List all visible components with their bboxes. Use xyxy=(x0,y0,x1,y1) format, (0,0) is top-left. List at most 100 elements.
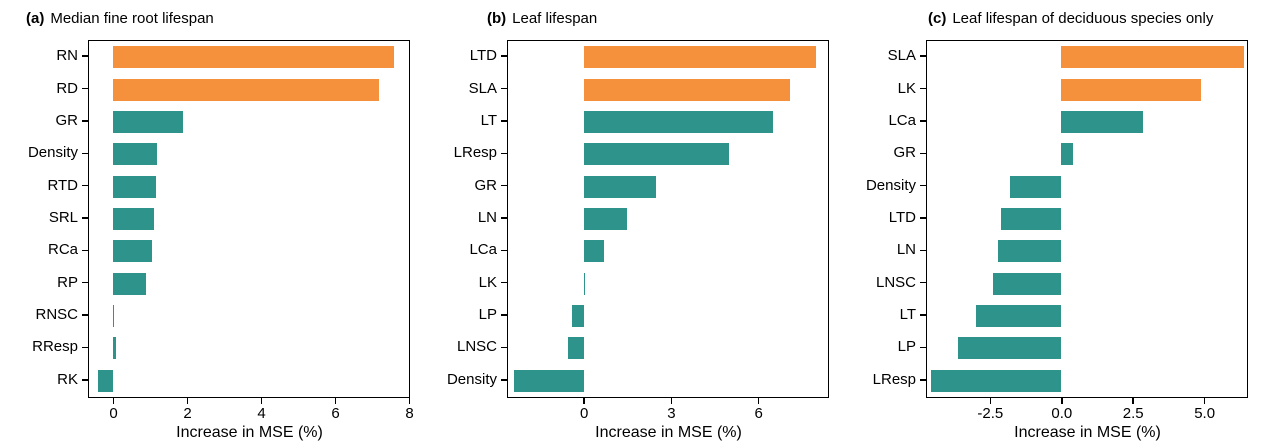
y-tick-label-LT: LT xyxy=(480,111,497,129)
y-tick-mark xyxy=(501,249,507,252)
y-tick-mark xyxy=(501,379,507,381)
x-tick-mark xyxy=(1132,398,1134,404)
bar-Density xyxy=(113,143,158,166)
bar-LResp xyxy=(931,369,1062,392)
x-tick-mark xyxy=(186,398,189,404)
bar-RD xyxy=(113,78,380,101)
panel-a-title: (a) Median fine root lifespan xyxy=(0,6,419,34)
panel-b-chart: LTD SLA LT LResp GR LN LCa LK LP LNSC Density 0 3 6 … xyxy=(419,40,838,441)
y-tick-mark xyxy=(920,87,926,90)
x-tick-label-0: 0 xyxy=(109,405,118,422)
y-tick-label-LP: LP xyxy=(478,306,497,324)
y-tick-label-LResp: LResp xyxy=(872,370,916,388)
plot-area xyxy=(926,40,1248,398)
y-tick-label-Density: Density xyxy=(446,370,497,388)
panel-b-title-text: Leaf lifespan xyxy=(512,10,598,27)
y-tick-mark xyxy=(82,217,88,219)
bar-LCa xyxy=(583,240,604,263)
bar-RTD xyxy=(113,175,156,198)
y-tick-mark xyxy=(920,152,926,155)
panel-c-letter: (c) xyxy=(928,10,947,27)
bar-LN xyxy=(583,208,628,230)
x-tick-label-6: 6 xyxy=(754,405,763,422)
y-tick-mark xyxy=(920,281,926,284)
x-tick-label-4: 4 xyxy=(257,405,266,422)
plot-column: 0 3 6 Increase in MSE (%) xyxy=(507,40,838,441)
x-tick-mark xyxy=(1203,398,1206,404)
bar-RK xyxy=(98,369,114,392)
y-tick-label-LCa: LCa xyxy=(888,111,916,129)
y-tick-label-SLA: SLA xyxy=(887,47,916,65)
bar-LT xyxy=(583,110,773,133)
panel-a-chart: RN RD GR Density RTD SRL RCa RP RNSC RResp RK 0 2 4 6… xyxy=(0,40,419,441)
y-tick-mark xyxy=(501,55,507,57)
y-tick-label-LTD: LTD xyxy=(469,47,497,65)
panel-c-chart: SLA LK LCa GR Density LTD LN LNSC LT LP LResp -2.5… xyxy=(838,40,1257,441)
bar-LResp xyxy=(583,143,730,166)
plot-column: 0 2 4 6 8 Increase in MSE (%) xyxy=(88,40,419,441)
x-tick-mark xyxy=(112,398,115,404)
y-tick-label-SLA: SLA xyxy=(468,79,497,97)
y-tick-mark xyxy=(501,281,507,284)
bar-LNSC xyxy=(992,272,1062,295)
plot-area xyxy=(507,40,829,398)
y-tick-label-LN: LN xyxy=(477,209,497,226)
x-axis-title: Increase in MSE (%) xyxy=(595,424,742,441)
y-tick-mark xyxy=(920,217,926,219)
x-tick-label-2.5: 2.5 xyxy=(1122,405,1144,422)
panel-c-title-text: Leaf lifespan of deciduous species only xyxy=(952,10,1214,27)
x-axis: 0 3 6 xyxy=(509,398,832,424)
y-tick-mark xyxy=(920,249,926,252)
y-tick-label-LTD: LTD xyxy=(888,209,916,226)
y-axis: RN RD GR Density RTD SRL RCa RP RNSC RResp RK xyxy=(0,40,88,396)
y-tick-mark xyxy=(82,379,88,381)
panel-c: (c) Leaf lifespan of deciduous species on… xyxy=(838,6,1257,441)
x-tick-label--2.5: -2.5 xyxy=(977,405,1004,422)
x-axis: -2.5 0.0 2.5 5.0 xyxy=(928,398,1251,424)
y-tick-mark xyxy=(501,184,507,187)
y-tick-label-Density: Density xyxy=(865,176,916,194)
bar-LCa xyxy=(1061,110,1143,133)
y-tick-label-RTD: RTD xyxy=(47,176,78,194)
bar-GR xyxy=(583,175,657,198)
y-tick-label-LResp: LResp xyxy=(453,144,497,162)
bar-RCa xyxy=(113,240,152,263)
y-tick-mark xyxy=(82,152,88,155)
y-tick-mark xyxy=(920,184,926,187)
x-tick-label-3: 3 xyxy=(667,405,676,422)
y-tick-mark xyxy=(82,249,88,252)
y-tick-label-LP: LP xyxy=(897,338,916,356)
bar-LT xyxy=(975,305,1062,328)
bar-GR xyxy=(113,110,184,133)
y-tick-mark xyxy=(501,217,507,219)
x-tick-label-0.0: 0.0 xyxy=(1051,405,1073,422)
x-axis-title: Increase in MSE (%) xyxy=(1014,424,1161,441)
y-tick-mark xyxy=(920,55,926,57)
y-tick-label-GR: GR xyxy=(893,144,917,162)
bar-Density xyxy=(513,369,584,392)
y-tick-label-Density: Density xyxy=(27,144,78,162)
y-tick-mark xyxy=(501,152,507,155)
x-tick-mark xyxy=(334,398,337,404)
x-axis-title: Increase in MSE (%) xyxy=(176,424,323,441)
y-tick-mark xyxy=(82,314,88,316)
y-tick-label-RP: RP xyxy=(57,273,78,291)
panel-a: (a) Median fine root lifespan RN RD GR Densi… xyxy=(0,6,419,441)
y-tick-mark xyxy=(501,120,507,122)
y-tick-label-LK: LK xyxy=(897,79,916,97)
y-tick-mark xyxy=(920,346,926,349)
y-tick-mark xyxy=(82,184,88,187)
y-tick-mark xyxy=(82,346,88,349)
x-tick-mark xyxy=(408,398,411,404)
y-tick-label-LNSC: LNSC xyxy=(456,338,497,356)
y-tick-mark xyxy=(501,346,507,349)
y-axis: SLA LK LCa GR Density LTD LN LNSC LT LP LResp xyxy=(838,40,926,396)
bar-Density xyxy=(1009,175,1062,198)
x-axis: 0 2 4 6 8 xyxy=(90,398,414,424)
y-tick-label-RCa: RCa xyxy=(47,241,78,259)
y-tick-mark xyxy=(920,314,926,316)
bar-RP xyxy=(113,272,147,295)
panel-c-title: (c) Leaf lifespan of deciduous species on… xyxy=(838,6,1257,34)
y-tick-mark xyxy=(920,120,926,122)
